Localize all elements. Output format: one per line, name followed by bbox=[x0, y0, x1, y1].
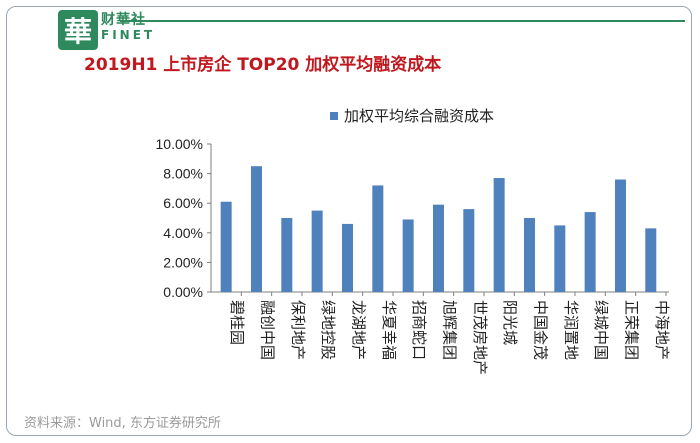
bar-碧桂园 bbox=[220, 201, 232, 292]
category-label: 世茂房地产 bbox=[471, 300, 489, 375]
chart-title: 2019H1 上市房企 TOP20 加权平均融资成本 bbox=[84, 55, 442, 75]
chart-frame bbox=[6, 6, 692, 436]
category-label: 招商蛇口 bbox=[410, 300, 428, 360]
y-tick-label: 6.00% bbox=[163, 195, 203, 211]
y-tick-label: 4.00% bbox=[163, 225, 203, 241]
bar-中国金茂 bbox=[523, 218, 535, 292]
category-label: 碧桂园 bbox=[228, 300, 246, 345]
category-label: 保利地产 bbox=[289, 300, 307, 360]
y-tick-label: 0.00% bbox=[163, 284, 203, 300]
bar-阳光城 bbox=[493, 178, 505, 292]
legend-swatch bbox=[330, 112, 338, 120]
bar-招商蛇口 bbox=[402, 219, 414, 292]
category-label: 绿地控股 bbox=[319, 300, 337, 360]
bar-龙湖地产 bbox=[341, 223, 353, 292]
y-tick-label: 10.00% bbox=[156, 136, 203, 152]
bar-正荣集团 bbox=[614, 179, 626, 292]
category-label: 正荣集团 bbox=[622, 300, 640, 360]
category-label: 绿城中国 bbox=[592, 300, 610, 360]
category-label: 阳光城 bbox=[501, 300, 519, 345]
header-divider bbox=[120, 20, 685, 22]
logo-char: 華 bbox=[63, 15, 92, 48]
category-label: 中海地产 bbox=[653, 300, 671, 360]
bar-中海地产 bbox=[645, 228, 657, 292]
category-label: 融创中国 bbox=[258, 300, 276, 360]
bar-融创中国 bbox=[250, 166, 262, 292]
bar-世茂房地产 bbox=[463, 209, 475, 292]
finet-logo: 華 bbox=[58, 10, 98, 50]
category-label: 华夏幸福 bbox=[380, 300, 398, 360]
category-label: 中国金茂 bbox=[531, 300, 549, 360]
bar-旭辉集团 bbox=[432, 204, 444, 292]
bar-华夏幸福 bbox=[372, 185, 384, 292]
category-label: 龙湖地产 bbox=[349, 300, 367, 360]
y-tick-label: 8.00% bbox=[163, 166, 203, 182]
bar-保利地产 bbox=[281, 218, 293, 292]
source-note: 资料来源：Wind, 东方证券研究所 bbox=[24, 416, 221, 431]
brand-name-en: FINET bbox=[101, 28, 156, 42]
category-label: 华润置地 bbox=[562, 300, 580, 360]
bar-华润置地 bbox=[554, 225, 566, 292]
bar-绿城中国 bbox=[584, 212, 596, 292]
y-tick-label: 2.00% bbox=[163, 254, 203, 270]
bar-绿地控股 bbox=[311, 210, 323, 292]
category-label: 旭辉集团 bbox=[440, 300, 458, 360]
legend-label: 加权平均综合融资成本 bbox=[344, 107, 494, 125]
